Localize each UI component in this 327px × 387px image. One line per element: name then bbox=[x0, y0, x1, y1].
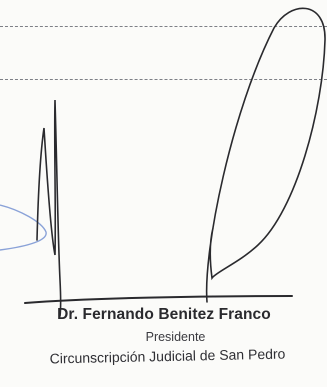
signature-stroke-left bbox=[36, 99, 62, 317]
dashed-divider-bottom bbox=[0, 79, 327, 80]
stamp-fragment bbox=[0, 204, 47, 251]
signer-title: Presidente bbox=[145, 330, 206, 344]
signer-jurisdiction: Circunscripción Judicial de San Pedro bbox=[49, 345, 286, 367]
signer-name: Dr. Fernando Benitez Franco bbox=[57, 306, 271, 323]
dashed-divider-top bbox=[0, 26, 327, 27]
signature-stroke-loop bbox=[205, 7, 326, 303]
signature-underline bbox=[24, 295, 293, 304]
